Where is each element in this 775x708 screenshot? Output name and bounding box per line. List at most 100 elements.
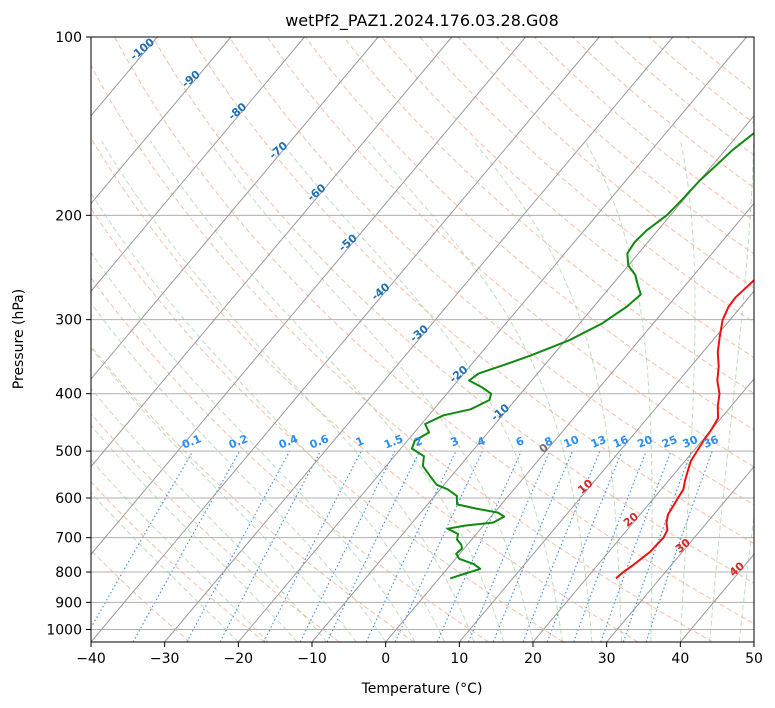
x-tick-label: 40	[671, 651, 689, 667]
dry-adiabat-line	[91, 345, 415, 642]
y-axis: 100 200 300 400 500 600 700 800 900 1000	[46, 30, 91, 638]
dry-adiabat-line	[610, 37, 754, 156]
x-tick-label: 50	[745, 651, 763, 667]
isotherm-label: -40	[369, 280, 393, 303]
mixing-ratio-line	[132, 450, 241, 642]
skewed-isotherms	[0, 37, 754, 642]
moist-adiabat-line	[91, 424, 298, 642]
profile-series	[410, 131, 754, 580]
isotherm-line	[91, 37, 232, 205]
isotherm-line	[91, 37, 526, 556]
x-axis-title: Temperature (°C)	[361, 681, 483, 697]
plot-frame	[90, 36, 755, 643]
isotherm-line	[91, 37, 379, 380]
mixing-ratio-line	[299, 450, 396, 642]
y-tick-label: 200	[55, 208, 82, 224]
y-tick-label: 400	[55, 387, 82, 403]
isotherm-label: -50	[336, 231, 360, 254]
mixing-ratio-labels: 0.1 0.2 0.4 0.6 1 1.5 2 3 4 6 8 10 13 16 20 25 30 36	[180, 432, 721, 451]
isotherm-line	[753, 641, 754, 642]
x-tick-label: 0	[381, 651, 390, 667]
x-tick-label: 30	[598, 651, 616, 667]
moist-adiabat-line	[368, 140, 593, 642]
mixing-ratio-label: 1.5	[382, 432, 405, 451]
dry-adiabat-line	[228, 37, 754, 506]
mixing-ratio-line	[91, 450, 194, 629]
dry-adiabat-line	[457, 37, 754, 289]
x-tick-label: −30	[150, 651, 180, 667]
dry-adiabat-line	[343, 37, 754, 394]
moist-adiabat-line	[91, 491, 239, 642]
isotherm-line	[385, 202, 754, 642]
dry-adiabat-line	[381, 37, 754, 359]
isotherm-line	[458, 290, 754, 642]
isotherm-line	[532, 378, 754, 642]
mixing-ratio-line	[394, 450, 483, 642]
mixing-ratio-line	[645, 450, 713, 642]
mixing-ratio-label: 0.1	[180, 432, 203, 451]
mixing-ratio-line	[492, 450, 574, 642]
moist-adiabats	[91, 140, 754, 642]
mixing-ratio-label: 36	[701, 433, 720, 451]
isotherm-line	[311, 115, 754, 642]
moist-adiabat-line	[679, 141, 696, 642]
x-tick-label: −20	[224, 651, 254, 667]
isotherm-label: -30	[407, 322, 431, 345]
x-tick-label: −40	[76, 651, 106, 667]
dewpoint-line	[410, 131, 754, 580]
isotherm-label: -20	[447, 363, 471, 386]
isotherm-line	[91, 37, 600, 642]
mixing-ratio-label: 6	[514, 434, 526, 449]
moist-adiabat-line	[473, 140, 622, 642]
x-tick-label: 20	[524, 651, 542, 667]
mixing-ratio-label: 1	[354, 434, 366, 449]
mixing-ratio-label: 2	[412, 434, 424, 449]
moist-adiabat-line	[101, 141, 475, 642]
y-axis-title: Pressure (hPa)	[11, 289, 27, 389]
y-tick-label: 800	[55, 565, 82, 581]
isotherm-line	[91, 37, 305, 292]
y-tick-label: 500	[55, 444, 82, 460]
mixing-ratio-line	[522, 450, 601, 642]
moist-adiabat-line	[91, 192, 446, 642]
dry-adiabat-line	[648, 37, 754, 124]
x-axis: −40 −30 −20 −10 0 10 20 30 40 50	[76, 642, 763, 667]
chart-title: wetPf2_PAZ1.2024.176.03.28.G08	[285, 11, 559, 31]
dry-adiabats	[91, 37, 754, 642]
isotherm-label: 40	[727, 559, 747, 579]
isotherm-label: -80	[226, 100, 250, 123]
dry-adiabat-line	[495, 37, 754, 255]
dry-adiabat-line	[91, 207, 564, 642]
y-tick-label: 600	[55, 491, 82, 507]
isotherm-label: -60	[305, 181, 329, 204]
mixing-ratio-label: 4	[475, 434, 487, 449]
isotherm-label: -100	[128, 35, 158, 63]
isotherm-line	[237, 37, 747, 642]
mixing-ratio-label: 3	[449, 434, 461, 449]
isotherm-line	[164, 37, 674, 642]
mixing-ratio-line	[600, 450, 672, 642]
mixing-ratio-label: 8	[543, 434, 555, 449]
isotherm-line	[0, 37, 10, 642]
mixing-ratio-label: 10	[562, 433, 581, 451]
y-tick-label: 700	[55, 531, 82, 547]
mixing-ratio-label: 30	[681, 433, 700, 451]
isotherm-label: -70	[267, 139, 291, 162]
mixing-ratio-label: 25	[660, 433, 679, 451]
isotherm-line	[91, 37, 453, 468]
isotherm-label: -90	[179, 68, 203, 91]
mixing-ratio-label: 0.2	[227, 432, 250, 451]
dry-adiabat-line	[152, 37, 754, 584]
mixing-ratio-label: 20	[635, 433, 654, 451]
isotherm-label: 30	[673, 536, 693, 556]
dry-adiabat-line	[419, 37, 754, 324]
plot-area	[0, 37, 754, 642]
dry-adiabat-line	[190, 37, 754, 545]
isotherm-line	[679, 553, 754, 642]
mixing-ratio-line	[573, 450, 647, 642]
y-tick-label: 300	[55, 313, 82, 329]
mixing-ratio-label: 0.4	[277, 432, 300, 451]
dry-adiabat-line	[534, 37, 754, 222]
dry-adiabat-line	[91, 549, 191, 642]
